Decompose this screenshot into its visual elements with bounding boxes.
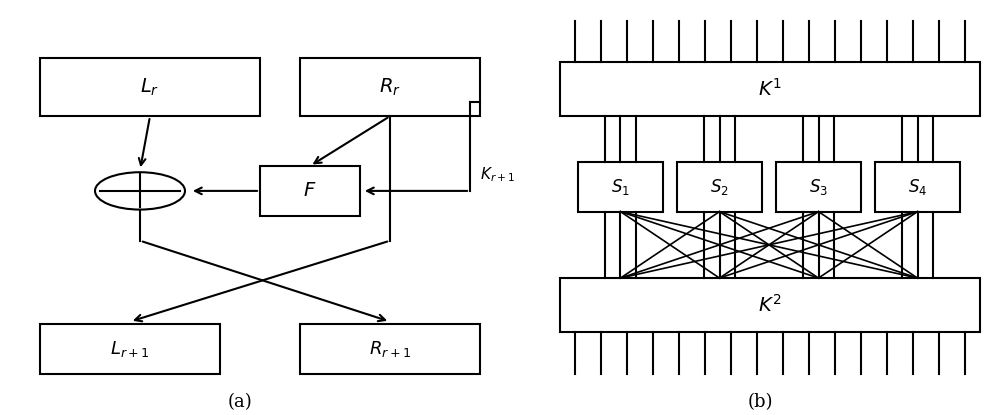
FancyBboxPatch shape (40, 58, 260, 116)
Text: $L_{r+1}$: $L_{r+1}$ (110, 339, 150, 359)
Text: (a): (a) (228, 393, 252, 412)
FancyBboxPatch shape (300, 324, 480, 374)
Text: $S_2$: $S_2$ (710, 177, 729, 197)
Text: $F$: $F$ (303, 181, 317, 200)
FancyBboxPatch shape (875, 162, 960, 212)
FancyBboxPatch shape (560, 278, 980, 332)
FancyBboxPatch shape (776, 162, 861, 212)
Text: $K^1$: $K^1$ (758, 78, 782, 100)
FancyBboxPatch shape (578, 162, 663, 212)
FancyBboxPatch shape (260, 166, 360, 216)
Text: $S_3$: $S_3$ (809, 177, 828, 197)
Text: $L_r$: $L_r$ (140, 76, 160, 98)
Text: $R_r$: $R_r$ (379, 76, 401, 98)
Text: (b): (b) (747, 393, 773, 412)
Text: $S_4$: $S_4$ (908, 177, 927, 197)
Text: $R_{r+1}$: $R_{r+1}$ (369, 339, 411, 359)
FancyBboxPatch shape (677, 162, 762, 212)
FancyBboxPatch shape (40, 324, 220, 374)
FancyBboxPatch shape (300, 58, 480, 116)
FancyBboxPatch shape (560, 62, 980, 116)
Circle shape (95, 172, 185, 210)
Text: $K^2$: $K^2$ (758, 294, 782, 316)
Text: $S_1$: $S_1$ (611, 177, 630, 197)
Text: $K_{r+1}$: $K_{r+1}$ (480, 165, 515, 184)
